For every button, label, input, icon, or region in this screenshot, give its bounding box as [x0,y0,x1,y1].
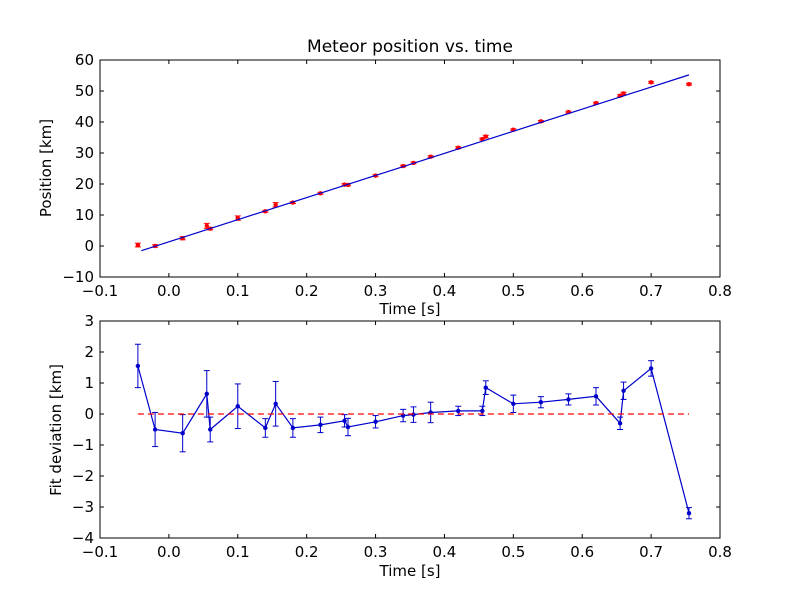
deviation-x-tick-label: 0.1 [226,543,250,561]
position-y-tick-label: 40 [75,113,94,131]
deviation-data-point [204,391,209,397]
position-data-point [135,242,141,248]
position-x-tick-label: 0.4 [433,282,457,300]
position-data-point [273,202,278,207]
position-marks [134,74,692,252]
deviation-data-point [373,419,378,424]
deviation-data-point [342,418,347,424]
deviation-data-point [152,427,158,432]
deviation-data-point [290,425,296,431]
deviation-data-point [208,427,213,432]
deviation-y-tick-label: −4 [72,529,94,547]
deviation-y-tick-label: −1 [72,436,94,454]
deviation-x-axis-label: Time [s] [379,562,441,580]
deviation-x-tick-label: 0.3 [364,543,388,561]
deviation-y-tick-label: 2 [84,343,94,361]
position-y-tick-label: 60 [75,51,94,69]
deviation-data-point [411,412,416,417]
position-chart-title: Meteor position vs. time [307,37,513,57]
deviation-x-tick-label: 0.2 [295,543,319,561]
position-plot-frame [99,59,721,278]
deviation-data-point [345,424,351,430]
position-y-tick-label: −10 [62,268,94,286]
position-data-point [621,91,626,96]
deviation-ticks: −0.1 0.0 0.1 0.2 0.3 0.4 0.5 0.6 0.7 0.8 −4 −3 −2 −1 0… [72,312,732,561]
position-y-tick-label: 10 [75,206,94,224]
deviation-data-point [273,401,278,406]
deviation-x-tick-label: 0.0 [157,543,181,561]
deviation-data-point [511,401,516,406]
position-y-tick-label: 30 [75,144,94,162]
deviation-data-point [593,394,599,399]
position-x-tick-label: 0.3 [364,282,388,300]
position-ticks: −0.1 0.0 0.1 0.2 0.3 0.4 0.5 0.6 0.7 0.8 −10 0 10 20 3… [62,51,732,300]
deviation-data-point [135,363,141,369]
position-x-tick-label: −0.1 [82,282,118,300]
position-y-tick-label: 0 [84,237,94,255]
deviation-data-point [318,422,323,428]
position-x-tick-label: 0.8 [708,282,732,300]
deviation-data-point [180,431,185,436]
deviation-x-tick-label: 0.8 [708,543,732,561]
position-data-point [686,81,692,87]
position-x-tick-label: 0.2 [295,282,319,300]
deviation-x-tick-label: 0.6 [570,543,594,561]
position-y-axis-label: Position [km] [37,119,55,217]
deviation-data-point [617,421,623,426]
deviation-data-point [621,388,626,393]
position-fit-line [141,74,690,252]
position-x-tick-label: 0.1 [226,282,250,300]
deviation-data-point [456,408,461,414]
deviation-data-point [480,408,485,414]
position-data-point [483,134,488,139]
deviation-panel: −0.1 0.0 0.1 0.2 0.3 0.4 0.5 0.6 0.7 0.8 −4 −3 −2 −1 0… [47,312,732,580]
position-x-tick-label: 0.7 [639,282,663,300]
position-x-axis-label: Time [s] [379,300,441,318]
deviation-data-point [235,404,240,409]
position-panel: −0.1 0.0 0.1 0.2 0.3 0.4 0.5 0.6 0.7 0.8 −10 0 10 20 3… [37,37,732,318]
position-y-tick-label: 20 [75,175,94,193]
deviation-plot-area [100,321,720,538]
position-plot-area [100,60,720,277]
deviation-data-point [483,385,488,390]
deviation-marks [134,343,692,520]
deviation-y-tick-label: 1 [84,374,94,392]
deviation-data-point [263,425,268,431]
deviation-y-tick-label: 0 [84,405,94,423]
position-x-tick-label: 0.5 [501,282,525,300]
deviation-x-tick-label: 0.4 [433,543,457,561]
deviation-y-tick-label: 3 [84,312,94,330]
deviation-y-axis-label: Fit deviation [km] [47,364,65,496]
deviation-plot-frame [99,320,721,539]
position-x-tick-label: 0.0 [157,282,181,300]
deviation-x-tick-label: −0.1 [82,543,118,561]
deviation-x-tick-label: 0.7 [639,543,663,561]
position-x-tick-label: 0.6 [570,282,594,300]
deviation-data-point [686,511,692,516]
deviation-data-point [648,366,654,371]
position-data-point [648,80,654,85]
deviation-data-point [566,397,571,402]
position-y-tick-label: 50 [75,82,94,100]
deviation-data-point [538,400,544,405]
deviation-x-tick-label: 0.5 [501,543,525,561]
deviation-y-tick-label: −3 [72,498,94,516]
deviation-y-tick-label: −2 [72,467,94,485]
